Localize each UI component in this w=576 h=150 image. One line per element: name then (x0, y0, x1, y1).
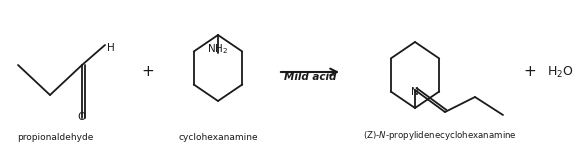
Text: +: + (142, 64, 154, 80)
Text: H$_2$O: H$_2$O (547, 64, 573, 80)
Text: N: N (411, 87, 419, 97)
Text: +: + (524, 64, 536, 80)
Text: Mild acid: Mild acid (284, 72, 336, 82)
Text: H: H (107, 43, 115, 53)
Text: (Z)-$N$-propylidenecyclohexanamine: (Z)-$N$-propylidenecyclohexanamine (363, 129, 517, 142)
Text: propionaldehyde: propionaldehyde (17, 133, 93, 142)
Text: O: O (78, 112, 86, 122)
Text: cyclohexanamine: cyclohexanamine (178, 133, 258, 142)
Text: NH$_2$: NH$_2$ (207, 42, 229, 56)
